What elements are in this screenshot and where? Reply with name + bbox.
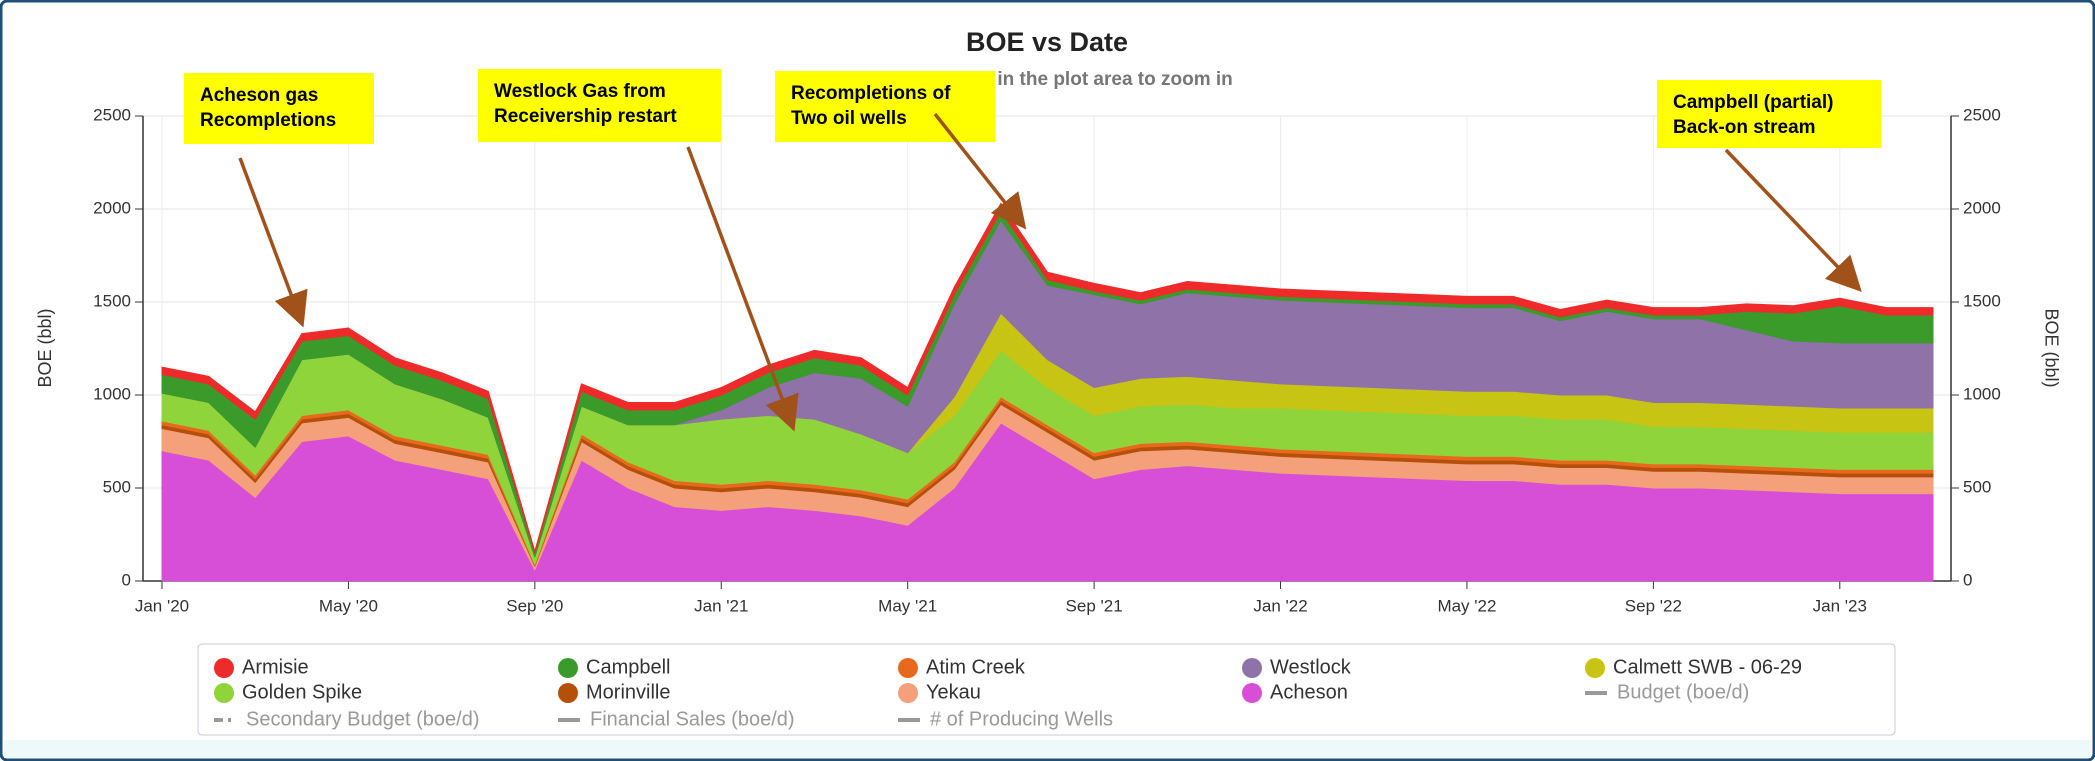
legend-label: Calmett SWB - 06-29	[1613, 656, 1802, 678]
y-tick-label: 0	[122, 570, 131, 589]
annotation-text: Two oil wells	[791, 108, 907, 129]
legend-swatch	[898, 683, 918, 703]
legend-label: Secondary Budget (boe/d)	[246, 708, 480, 730]
y2-tick-label: 500	[1963, 477, 1991, 496]
plot-area[interactable]: 0 500 1000 1500 2000 2500 0 500 1000 1500 2000 2500…	[93, 105, 2001, 615]
legend-label: Yekau	[926, 681, 981, 703]
x-tick-label: Sep '20	[506, 596, 563, 615]
y-axis-title: BOE (bbl)	[35, 308, 55, 387]
x-tick-label: Sep '22	[1625, 596, 1682, 615]
annotation-arrow	[686, 146, 799, 432]
legend-label: Acheson	[1270, 681, 1348, 703]
legend-swatch	[214, 683, 234, 703]
legend-label: Golden Spike	[242, 681, 362, 703]
legend-swatch	[558, 683, 578, 703]
y-tick-label: 1500	[93, 291, 131, 310]
legend-swatch	[898, 658, 918, 678]
legend-label: Westlock	[1270, 656, 1352, 678]
legend: Armisie Campbell Atim Creek Westlock Calmett…	[214, 656, 1802, 730]
x-tick-label: Sep '21	[1066, 596, 1123, 615]
annotation-arrow	[1724, 148, 1862, 293]
annotation-box	[184, 73, 374, 144]
y-tick-label: 2000	[93, 198, 131, 217]
y2-tick-label: 0	[1963, 570, 1972, 589]
y-tick-label: 500	[103, 477, 131, 496]
legend-swatch	[1242, 658, 1262, 678]
y2-tick-label: 1000	[1963, 384, 2001, 403]
legend-label: Financial Sales (boe/d)	[590, 708, 795, 730]
footer-band	[4, 740, 2091, 758]
x-tick-label: Jan '20	[135, 596, 189, 615]
legend-label: Morinville	[586, 681, 670, 703]
legend-swatch	[558, 658, 578, 678]
y-tick-label: 1000	[93, 384, 131, 403]
y2-tick-label: 2500	[1963, 105, 2001, 124]
y2-tick-label: 1500	[1963, 291, 2001, 310]
y-tick-label: 2500	[93, 105, 131, 124]
x-tick-label: Jan '21	[694, 596, 748, 615]
chart-title: BOE vs Date	[966, 27, 1128, 57]
annotation-text: Recompletions of	[791, 83, 951, 104]
y2-axis-title: BOE (bbl)	[2041, 308, 2061, 387]
annotation-text: Acheson gas	[200, 85, 318, 106]
annotation-text: Campbell (partial)	[1673, 92, 1833, 113]
legend-label: Atim Creek	[926, 656, 1026, 678]
x-tick-label: May '22	[1437, 596, 1496, 615]
legend-label: Budget (boe/d)	[1617, 681, 1749, 703]
annotation-box	[1657, 80, 1881, 148]
legend-label: Armisie	[242, 656, 309, 678]
annotation-arrow	[238, 157, 308, 328]
annotations: Acheson gas Recompletions Westlock Gas fro…	[184, 69, 1881, 432]
annotation-arrow	[933, 112, 1027, 230]
x-tick-label: Jan '23	[1813, 596, 1867, 615]
legend-box	[197, 643, 1896, 736]
legend-label: Campbell	[586, 656, 670, 678]
legend-swatch	[1585, 658, 1605, 678]
annotation-box	[775, 71, 995, 142]
legend-swatch	[214, 658, 234, 678]
x-tick-label: May '20	[319, 596, 378, 615]
x-tick-label: May '21	[878, 596, 937, 615]
x-tick-label: Jan '22	[1253, 596, 1307, 615]
annotation-text: Westlock Gas from	[494, 81, 666, 102]
annotation-text: Receivership restart	[494, 106, 677, 127]
y2-tick-label: 2000	[1963, 198, 2001, 217]
annotation-box	[478, 69, 721, 142]
annotation-text: Recompletions	[200, 110, 336, 131]
annotation-text: Back-on stream	[1673, 117, 1816, 138]
legend-label: # of Producing Wells	[930, 708, 1113, 730]
legend-swatch	[1242, 683, 1262, 703]
